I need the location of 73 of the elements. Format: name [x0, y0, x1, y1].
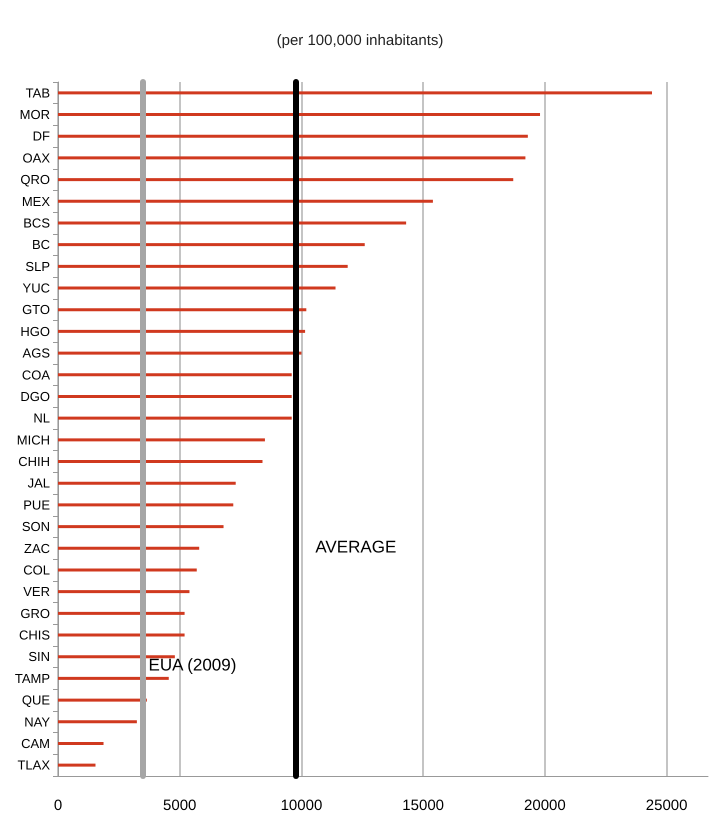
y-tick-label: CAM: [21, 736, 50, 751]
y-tick-label: SON: [22, 519, 50, 534]
bar: [58, 134, 528, 138]
y-tick-label: NAY: [24, 714, 50, 730]
bar: [58, 156, 526, 160]
y-tick-label: GTO: [22, 302, 50, 318]
bar: [58, 460, 262, 464]
y-tick-label: COL: [23, 562, 50, 578]
bar: [58, 568, 197, 572]
bar: [58, 438, 265, 442]
y-tick-label: GRO: [20, 606, 50, 621]
bar: [58, 286, 336, 290]
y-tick-label: AGS: [22, 346, 50, 361]
y-tick-label: BCS: [23, 215, 50, 230]
y-tick-label: DF: [32, 128, 50, 144]
bar: [58, 373, 292, 376]
y-tick-label: QUE: [22, 692, 50, 708]
bar: [58, 525, 224, 528]
bar: [58, 590, 190, 594]
bar: [58, 200, 433, 203]
y-tick-label: PUE: [23, 497, 50, 512]
y-tick-label: TLAX: [17, 758, 50, 773]
x-tick-label: 5000: [163, 797, 196, 814]
bar: [58, 243, 365, 246]
y-tick-label: BC: [32, 237, 50, 252]
y-tick-label: SIN: [28, 649, 50, 664]
bar: [58, 742, 104, 745]
bar: [58, 91, 652, 94]
y-tick-label: JAL: [28, 476, 50, 491]
bar: [58, 113, 540, 116]
bar: [58, 394, 292, 398]
bar: [58, 676, 169, 680]
y-tick-label: TAB: [26, 85, 50, 100]
bar: [58, 330, 306, 333]
y-tick-label: HGO: [20, 324, 50, 339]
ref-line-label: AVERAGE: [315, 537, 396, 556]
chart-subtitle: (per 100,000 inhabitants): [276, 32, 444, 49]
bar: [58, 655, 175, 658]
bar: [58, 221, 406, 224]
y-tick-label: MICH: [16, 432, 50, 448]
bar: [58, 546, 200, 550]
x-tick-label: 15000: [402, 797, 444, 814]
bar: [58, 720, 137, 724]
x-tick-label: 25000: [646, 797, 688, 814]
y-tick-label: YUC: [22, 280, 50, 296]
x-tick-label: 20000: [524, 797, 566, 814]
y-tick-label: ZAC: [24, 540, 50, 556]
y-tick-label: OAX: [22, 150, 50, 166]
bar: [58, 482, 236, 485]
y-tick-label: VER: [23, 584, 50, 600]
y-tick-label: CHIS: [18, 628, 50, 643]
bar: [58, 698, 147, 702]
y-tick-label: COA: [22, 367, 50, 382]
y-tick-label: SLP: [25, 258, 50, 274]
bar: [58, 416, 292, 420]
bar: [58, 634, 185, 637]
x-tick-label: 10000: [280, 797, 322, 814]
ref-line-label: EUA (2009): [148, 655, 236, 674]
y-tick-label: CHIH: [18, 454, 50, 470]
y-tick-label: MEX: [22, 194, 50, 209]
y-tick-label: NL: [33, 410, 50, 426]
bar: [58, 264, 348, 268]
y-tick-label: DGO: [20, 388, 50, 404]
bar: [58, 764, 96, 767]
y-tick-label: QRO: [20, 172, 50, 188]
bar: [58, 503, 234, 506]
bar: [58, 352, 302, 355]
x-tick-label: 0: [54, 797, 62, 814]
y-tick-label: MOR: [20, 107, 50, 122]
bar: [58, 178, 514, 182]
bar: [58, 308, 306, 312]
bar: [58, 612, 185, 615]
y-tick-label: TAMP: [14, 670, 50, 686]
